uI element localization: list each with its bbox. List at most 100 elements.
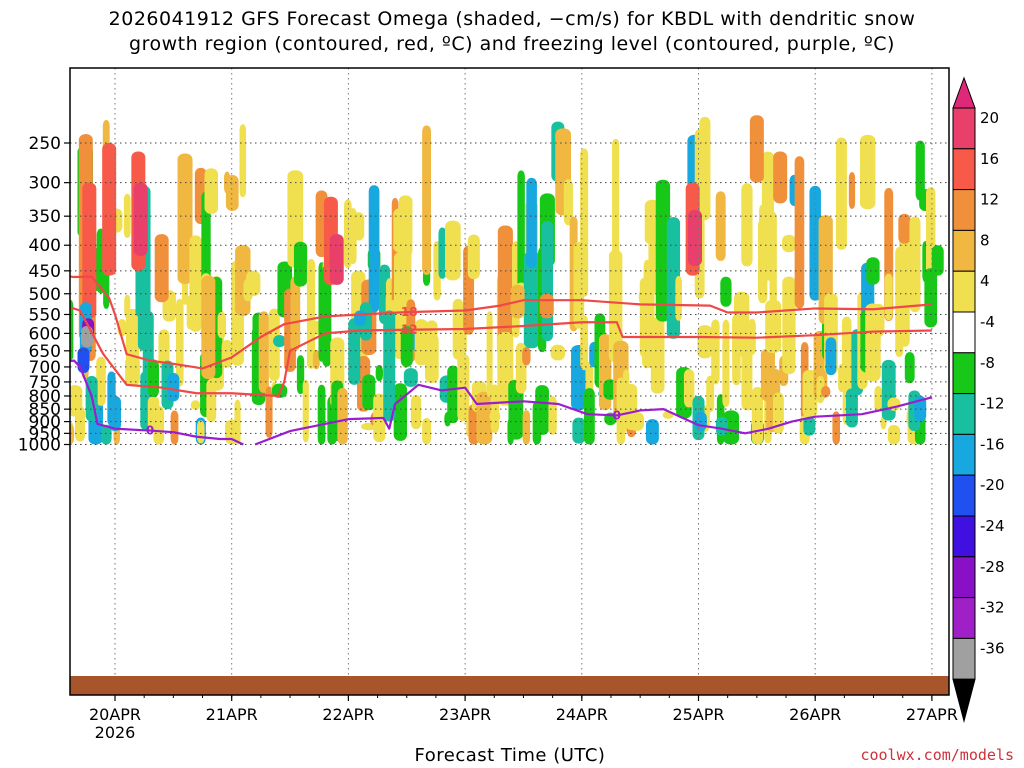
- colorbar: 20 16 12 8 4 -4 -8 -12 -16 -20 -24 -28 -32 -36: [952, 76, 1005, 724]
- omega-cell-295: [924, 268, 938, 328]
- chart-title-line-2: growth region (contoured, red, ºC) and f…: [129, 33, 895, 55]
- omega-cell-81: [296, 355, 305, 394]
- omega-cell-3: [61, 204, 68, 294]
- omega-cell-258: [820, 386, 831, 398]
- omega-cell-276: [871, 303, 885, 337]
- omega-cell-303: [329, 234, 344, 285]
- colorbar-label-5: -4: [980, 313, 995, 331]
- omega-cell-266: [846, 388, 858, 428]
- omega-cell-221: [711, 319, 720, 385]
- colorbar-swatch-10: [952, 515, 976, 558]
- y-tick-label-400: 400: [29, 236, 61, 256]
- colorbar-label-8: -16: [980, 435, 1005, 453]
- x-tick-label-1: 21APR: [206, 705, 258, 724]
- omega-cell-52: [204, 168, 219, 214]
- omega-cell-322: [383, 310, 396, 422]
- colorbar-label-10: -24: [980, 517, 1005, 535]
- omega-cell-232: [741, 183, 753, 267]
- omega-cell-249: [794, 156, 805, 309]
- colorbar-swatch-9: [952, 474, 976, 517]
- omega-cell-192: [608, 249, 623, 363]
- y-tick-label-350: 350: [29, 207, 61, 227]
- colorbar-bottom-cap: [952, 678, 976, 724]
- omega-cell-219: [697, 325, 713, 359]
- omega-cell-291: [915, 140, 925, 201]
- omega-cell-38: [170, 410, 179, 445]
- omega-cell-73: [268, 308, 280, 381]
- colorbar-swatch-0: [952, 107, 976, 150]
- y-tick-label-500: 500: [29, 285, 61, 305]
- purple-contour-label-1: 0: [613, 408, 621, 422]
- red-contour-label-1: -12: [396, 323, 418, 337]
- colorbar-swatch-12: [952, 597, 976, 639]
- colorbar-swatch-1: [952, 148, 976, 191]
- omega-cell-56: [217, 312, 226, 339]
- colorbar-label-9: -20: [980, 476, 1005, 494]
- purple-contour-0: [70, 359, 244, 446]
- omega-cell-214: [683, 369, 695, 408]
- omega-cell-241: [769, 212, 777, 305]
- omega-cell-330: [931, 245, 944, 276]
- omega-cell-308: [539, 293, 554, 319]
- colorbar-top-cap: [952, 76, 976, 109]
- red-contour-0: [70, 275, 932, 370]
- x-axis-title: Forecast Time (UTC): [414, 745, 606, 766]
- omega-cell-41: [177, 153, 193, 284]
- colorbar-swatch-6: [952, 352, 976, 395]
- y-tick-label-750: 750: [29, 373, 61, 393]
- omega-cell-70: [258, 311, 269, 393]
- omega-cell-278: [881, 359, 896, 421]
- omega-cell-39: [175, 298, 184, 387]
- omega-cell-17: [100, 424, 112, 445]
- colorbar-swatch-13: [952, 637, 976, 680]
- omega-cell-8: [74, 406, 85, 442]
- omega-cell-44: [189, 235, 202, 332]
- omega-cell-244: [772, 392, 784, 434]
- colorbar-swatch-3: [952, 229, 976, 272]
- omega-cell-284: [899, 235, 910, 347]
- omega-cell-287: [904, 352, 915, 384]
- omega-cell-117: [393, 383, 407, 441]
- omega-cell-255: [816, 375, 825, 404]
- omega-cell-94: [337, 387, 348, 445]
- omega-cell-314: [77, 347, 90, 374]
- colorbar-label-3: 8: [980, 231, 990, 249]
- source-credit[interactable]: coolwx.com/models: [860, 746, 1014, 764]
- y-tick-label-900: 900: [29, 413, 61, 433]
- omega-cell-174: [550, 344, 566, 361]
- omega-cell-26: [125, 356, 140, 387]
- omega-cell-159: [517, 170, 525, 294]
- x-tick-label-7: 27APR: [906, 705, 958, 724]
- omega-cell-281: [887, 424, 901, 445]
- omega-cell-297: [82, 182, 97, 319]
- y-tick-label-800: 800: [29, 387, 61, 407]
- y-tick-label-300: 300: [29, 174, 61, 194]
- colorbar-label-0: 20: [980, 109, 999, 127]
- omega-cell-64: [239, 124, 247, 198]
- y-tick-label-850: 850: [29, 400, 61, 420]
- omega-cell-262: [835, 137, 847, 250]
- omega-cell-247: [782, 276, 796, 375]
- omega-cell-162: [522, 410, 531, 445]
- omega-cell-14: [96, 356, 106, 406]
- omega-cell-323: [400, 326, 413, 367]
- omega-cell-265: [841, 316, 852, 391]
- omega-cell-59: [225, 174, 239, 211]
- omega-cell-43: [190, 400, 201, 410]
- colorbar-swatch-7: [952, 393, 976, 435]
- omega-cell-182: [580, 148, 589, 297]
- colorbar-swatch-5: [952, 311, 976, 354]
- omega-cell-206: [650, 317, 665, 394]
- omega-cell-321: [354, 310, 367, 327]
- omega-cell-285: [898, 213, 911, 244]
- x-tick-label-5: 25APR: [672, 705, 724, 724]
- x-tick-label-2: 22APR: [322, 705, 374, 724]
- omega-cell-205: [645, 419, 659, 445]
- x-tick-sublabel-0: 2026: [95, 723, 136, 742]
- omega-cell-36: [158, 329, 170, 367]
- omega-cell-163: [522, 347, 531, 366]
- omega-cell-191: [612, 138, 620, 264]
- omega-cell-88: [317, 384, 326, 445]
